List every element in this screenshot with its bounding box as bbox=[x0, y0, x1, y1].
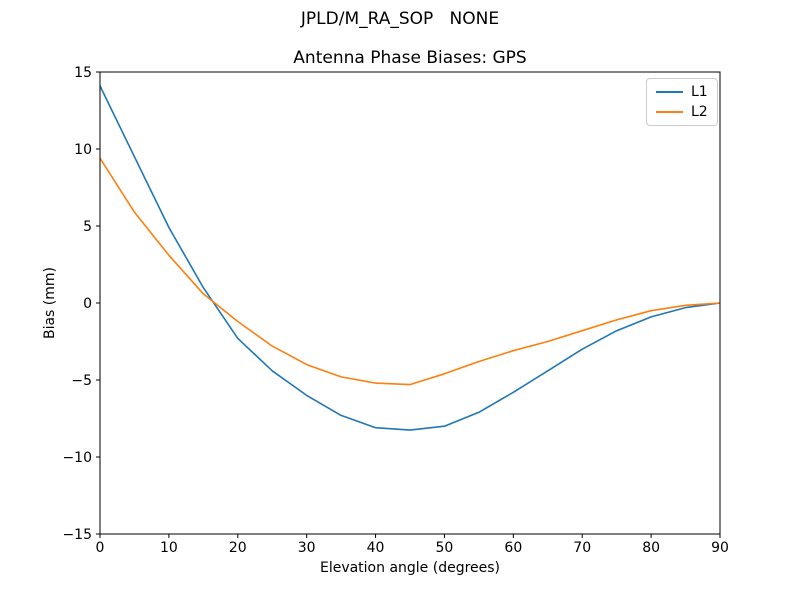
series-line-l1 bbox=[99, 85, 721, 431]
legend: L1 L2 bbox=[646, 78, 718, 126]
x-tick-label: 90 bbox=[711, 540, 729, 556]
x-tick-label: 40 bbox=[367, 540, 385, 556]
x-tick-label: 60 bbox=[504, 540, 522, 556]
series-line-l2 bbox=[99, 157, 721, 386]
x-tick-label: 20 bbox=[229, 540, 247, 556]
x-tick-label: 50 bbox=[436, 540, 454, 556]
y-tick-label: −10 bbox=[62, 450, 92, 466]
x-tick-label: 70 bbox=[573, 540, 591, 556]
x-tick-label: 80 bbox=[642, 540, 660, 556]
y-tick-label: −15 bbox=[62, 527, 92, 543]
x-axis-label: Elevation angle (degrees) bbox=[319, 560, 501, 576]
y-axis-label: Bias (mm) bbox=[42, 266, 58, 340]
legend-entry-l1: L1 bbox=[656, 85, 708, 99]
legend-entry-l2: L2 bbox=[656, 105, 708, 119]
y-tick-label: 5 bbox=[83, 219, 92, 235]
legend-line-swatch-l1 bbox=[656, 91, 683, 93]
y-tick-label: −5 bbox=[71, 373, 92, 389]
legend-label-l2: L2 bbox=[691, 104, 708, 120]
legend-line-swatch-l2 bbox=[656, 111, 683, 113]
x-tick-label: 10 bbox=[160, 540, 178, 556]
legend-label-l1: L1 bbox=[691, 84, 708, 100]
y-tick-label: 0 bbox=[83, 296, 92, 312]
axes-frame bbox=[99, 71, 721, 535]
y-tick-label: 15 bbox=[74, 65, 92, 81]
figure-suptitle: JPLD/M_RA_SOP NONE bbox=[300, 9, 500, 29]
chart-title: Antenna Phase Biases: GPS bbox=[293, 48, 527, 68]
y-tick-label: 10 bbox=[74, 142, 92, 158]
x-tick-label: 30 bbox=[298, 540, 316, 556]
x-tick-label: 0 bbox=[96, 540, 105, 556]
